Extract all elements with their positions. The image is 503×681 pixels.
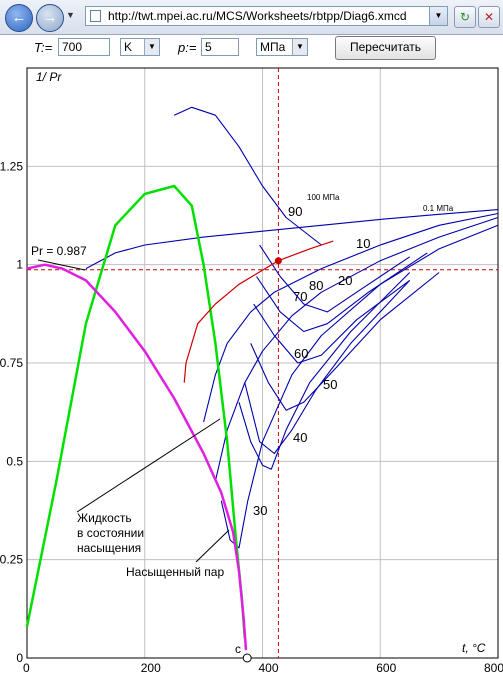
history-dropdown-icon[interactable]: ▼: [66, 10, 75, 20]
liquid-saturation-label: насыщения: [77, 541, 141, 555]
y-tick-label: 1.25: [0, 159, 23, 173]
isobar-label: 50: [323, 377, 337, 392]
y-tick-label: 0.75: [0, 356, 23, 370]
chevron-down-icon: ▼: [292, 39, 307, 55]
refresh-button[interactable]: ↻: [454, 6, 476, 28]
isobar-label: 10: [356, 236, 370, 251]
series-line: [183, 240, 334, 383]
temperature-input[interactable]: [58, 38, 110, 56]
series-line: [259, 244, 411, 313]
pressure-unit-value: МПа: [260, 40, 286, 54]
browser-toolbar: ← → ▼ http://twt.mpei.ac.ru/MCS/Workshee…: [0, 0, 503, 35]
y-tick-label: 0.25: [0, 553, 23, 567]
stop-button[interactable]: ✕: [478, 6, 500, 28]
chart-background: [0, 64, 503, 681]
isobar-label: 0.1 МПа: [423, 204, 454, 213]
vapor-saturation-label: Насыщенный пар: [126, 565, 224, 579]
series-line: [238, 272, 411, 470]
vapor-leader-line: [195, 529, 230, 563]
critical-point-label: c: [235, 642, 241, 656]
isobar-label: 70: [293, 289, 307, 304]
liquid-leader-line: [76, 418, 221, 513]
axes: 0 200 400 600 800 0 0.25 0.5 0.75 1 1.25: [0, 67, 503, 675]
plot-frame: [26, 67, 499, 659]
forward-button[interactable]: →: [36, 4, 64, 32]
series-line: [250, 272, 440, 411]
x-tick-label: 400: [259, 661, 279, 675]
series-line: [244, 280, 411, 455]
liquid-saturation-label: Жидкость: [77, 511, 132, 525]
pr-leader-line: [37, 259, 86, 271]
y-tick-label: 1: [16, 258, 23, 272]
recalculate-button[interactable]: Пересчитать: [335, 36, 436, 60]
series-line: [253, 279, 411, 364]
temperature-unit-value: K: [124, 40, 133, 54]
address-dropdown-icon[interactable]: ▼: [429, 7, 447, 25]
chevron-down-icon: ▼: [144, 39, 159, 55]
pressure-unit-select[interactable]: МПа ▼: [256, 38, 308, 56]
input-panel: T:= K ▼ p:= МПа ▼ Пересчитать: [0, 35, 503, 63]
back-button[interactable]: ←: [5, 4, 33, 32]
x-tick-label: 200: [141, 661, 161, 675]
isobar-label: 90: [288, 204, 302, 219]
y-axis-label: 1/ Pr: [36, 70, 62, 84]
series-line: [26, 263, 248, 651]
x-tick-label: 600: [376, 661, 396, 675]
address-bar[interactable]: http://twt.mpei.ac.ru/MCS/Worksheets/rbt…: [85, 6, 448, 26]
critical-point-marker: [242, 653, 252, 663]
temperature-unit-select[interactable]: K ▼: [120, 38, 160, 56]
x-tick-label: 800: [484, 661, 503, 675]
temperature-label: T:=: [34, 40, 53, 55]
page-icon: [90, 10, 101, 22]
series-line: [203, 212, 499, 423]
pressure-input[interactable]: [201, 38, 239, 56]
prandtl-chart: 0 200 400 600 800 0 0.25 0.5 0.75 1 1.25 Pr = 0.98…: [0, 64, 503, 681]
series-line: [25, 184, 247, 639]
isobar-label: 20: [338, 273, 352, 288]
isobar-label: 100 МПа: [307, 193, 340, 202]
series-line: [214, 216, 499, 482]
series-line: [85, 209, 499, 270]
isobar-label: 40: [293, 430, 307, 445]
x-tick-label: 0: [23, 661, 30, 675]
x-axis-label: t, °C: [462, 641, 486, 655]
series-line: [173, 106, 322, 246]
series-group: [25, 68, 499, 663]
isobar-label: 30: [253, 503, 267, 518]
liquid-saturation-label: в состоянии: [77, 526, 144, 540]
pressure-label: p:=: [178, 40, 197, 55]
isobar-label: 80: [309, 278, 323, 293]
y-tick-label: 0.5: [6, 454, 23, 468]
state-point-marker: [274, 257, 282, 265]
pr-value-label: Pr = 0.987: [31, 244, 87, 258]
y-tick-label: 0: [16, 651, 23, 665]
address-text[interactable]: http://twt.mpei.ac.ru/MCS/Worksheets/rbt…: [108, 9, 407, 23]
series-line: [256, 252, 428, 333]
isobar-label: 60: [294, 346, 308, 361]
